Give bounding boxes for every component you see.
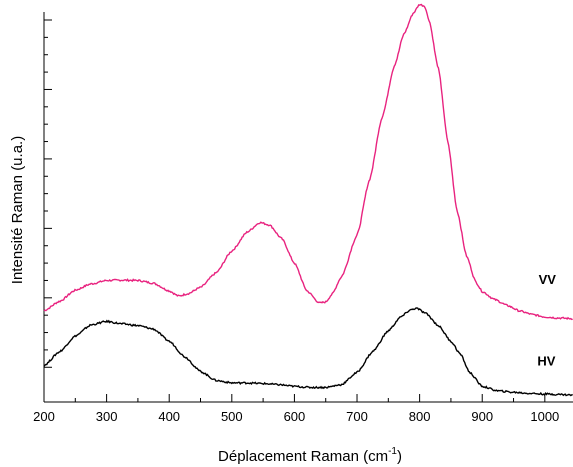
- annotations: VV HV: [537, 272, 556, 369]
- axis-ticks: 200 300 400 500 600 700 800 900 1000: [33, 19, 559, 424]
- x-tick-label: 400: [158, 409, 180, 424]
- x-tick-label: 1000: [530, 409, 559, 424]
- x-tick-label: 300: [96, 409, 118, 424]
- series-label-hv: HV: [537, 354, 555, 369]
- y-axis-title: Intensité Raman (u.a.): [9, 136, 26, 284]
- series-line-vv: [43, 3, 573, 321]
- x-tick-label: 200: [33, 409, 55, 424]
- x-tick-label: 600: [284, 409, 306, 424]
- x-axis-title: Déplacement Raman (cm-1): [218, 446, 402, 465]
- series-label-vv: VV: [539, 272, 557, 287]
- x-tick-label: 900: [471, 409, 493, 424]
- series-line-hv: [43, 307, 573, 397]
- x-tick-label: 800: [409, 409, 431, 424]
- x-tick-label: 500: [221, 409, 243, 424]
- plot-frame: [43, 12, 573, 403]
- series-lines: [43, 3, 573, 397]
- x-tick-label: 700: [346, 409, 368, 424]
